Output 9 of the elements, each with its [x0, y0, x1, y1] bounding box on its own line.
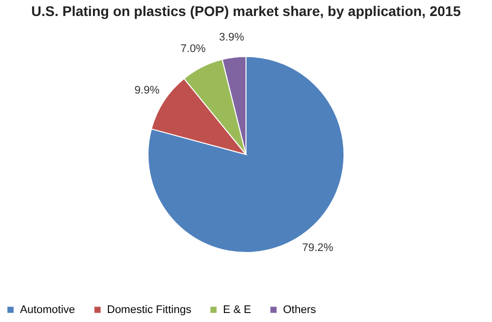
legend-label: Automotive: [20, 304, 76, 316]
legend-label: Others: [283, 304, 317, 316]
data-label: 79.2%: [302, 242, 334, 254]
data-label: 7.0%: [180, 43, 206, 56]
data-label: 3.9%: [219, 31, 244, 44]
legend-label: Domestic Fittings: [107, 304, 192, 316]
data-label: 9.9%: [134, 84, 160, 96]
legend-label: E & E: [223, 304, 252, 316]
chart-title: U.S. Plating on plastics (POP) market share, by application, 2015: [31, 3, 461, 19]
